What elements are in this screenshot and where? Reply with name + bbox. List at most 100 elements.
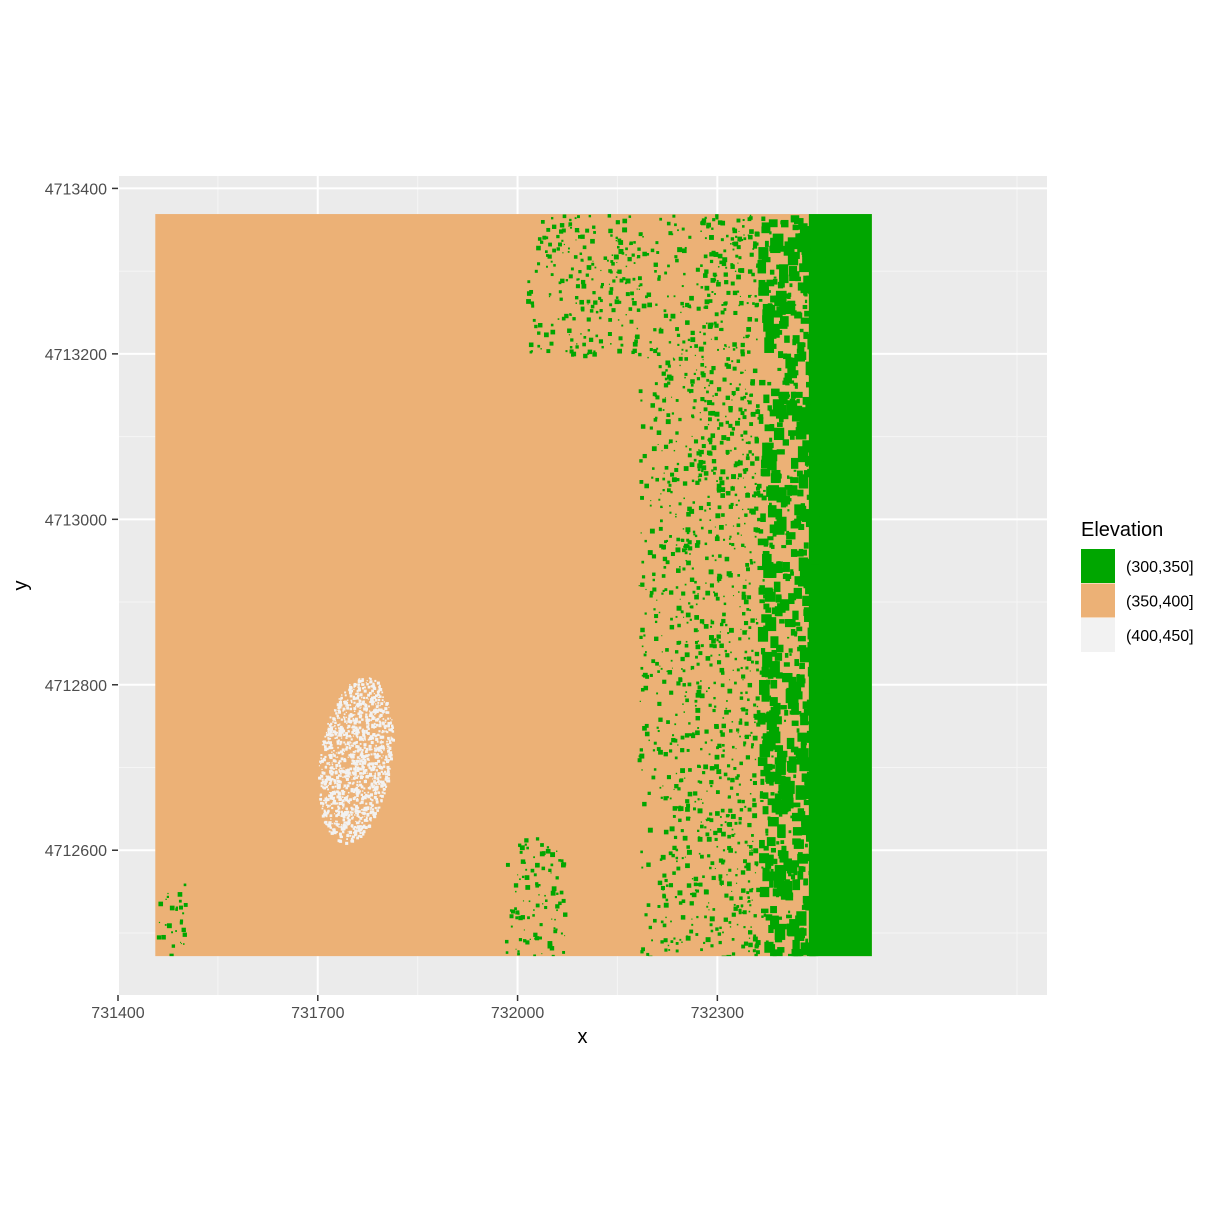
raster-cell	[646, 862, 651, 867]
raster-cell	[785, 578, 790, 582]
raster-cell	[689, 816, 691, 819]
raster-cell	[337, 807, 341, 810]
raster-cell	[736, 868, 739, 870]
raster-cell	[705, 590, 711, 596]
raster-cell	[352, 761, 356, 765]
raster-cell	[816, 526, 827, 534]
raster-cell	[388, 738, 390, 741]
raster-cell	[361, 749, 364, 752]
raster-cell	[368, 705, 371, 708]
raster-cell	[740, 707, 742, 710]
raster-cell	[813, 274, 823, 282]
raster-cell	[720, 732, 725, 737]
raster-cell	[681, 941, 683, 943]
raster-cell	[358, 680, 361, 682]
raster-cell	[533, 932, 538, 937]
raster-cell	[776, 561, 783, 570]
raster-cell	[800, 282, 810, 294]
raster-cell	[327, 777, 331, 781]
raster-cell	[765, 828, 769, 834]
raster-cell	[818, 764, 826, 774]
raster-cell	[714, 293, 716, 295]
raster-cell	[530, 868, 535, 873]
raster-cell	[331, 734, 334, 737]
raster-cell	[717, 827, 723, 833]
raster-cell	[385, 772, 389, 776]
raster-cell	[731, 399, 733, 401]
raster-cell	[736, 463, 739, 466]
raster-cell	[347, 756, 349, 758]
raster-cell	[664, 271, 668, 275]
raster-cell	[816, 896, 826, 904]
raster-cell	[618, 300, 622, 304]
raster-cell	[378, 685, 381, 689]
raster-cell	[342, 770, 346, 774]
raster-cell	[357, 687, 361, 691]
raster-cell	[657, 701, 662, 706]
raster-cell	[379, 764, 381, 766]
raster-cell	[690, 668, 692, 671]
raster-cell	[776, 264, 780, 270]
raster-cell	[685, 816, 691, 821]
raster-cell	[537, 344, 541, 348]
raster-cell	[694, 699, 698, 703]
raster-cell	[694, 800, 697, 803]
raster-cell	[721, 618, 726, 624]
raster-cell	[732, 290, 738, 296]
raster-cell	[738, 783, 741, 786]
raster-cell	[357, 731, 360, 734]
raster-cell	[638, 288, 641, 290]
raster-cell	[328, 762, 331, 764]
raster-cell	[824, 237, 831, 244]
raster-cell	[362, 811, 366, 815]
raster-cell	[723, 348, 725, 350]
raster-cell	[586, 265, 592, 270]
raster-cell	[717, 932, 722, 936]
raster-cell	[370, 719, 373, 722]
raster-cell	[364, 760, 367, 763]
raster-cell	[658, 749, 663, 755]
raster-cell	[773, 581, 781, 592]
raster-cell	[616, 271, 618, 274]
raster-cell	[371, 702, 374, 706]
raster-cell	[790, 874, 796, 880]
raster-cell	[773, 858, 778, 865]
raster-cell	[639, 459, 643, 463]
raster-cell	[322, 786, 325, 789]
raster-cell	[625, 314, 627, 316]
raster-cell	[792, 827, 803, 836]
raster-cell	[350, 762, 353, 765]
raster-cell	[742, 679, 744, 681]
raster-cell	[542, 903, 544, 905]
raster-cell	[732, 669, 734, 671]
raster-cell	[380, 747, 382, 750]
raster-cell	[776, 422, 783, 427]
raster-cell	[388, 746, 392, 750]
raster-cell	[533, 909, 535, 911]
raster-cell	[784, 293, 791, 299]
raster-cell	[354, 769, 357, 772]
raster-cell	[323, 799, 325, 802]
raster-cell	[711, 227, 714, 230]
raster-cell	[360, 827, 364, 830]
raster-cell	[685, 445, 688, 448]
raster-cell	[734, 833, 736, 835]
raster-cell	[387, 724, 390, 728]
raster-cell	[732, 366, 737, 371]
raster-cell	[383, 792, 386, 795]
raster-cell	[814, 592, 817, 596]
raster-cell	[547, 349, 550, 352]
raster-cell	[378, 720, 381, 723]
raster-cell	[339, 727, 342, 731]
raster-cell	[532, 318, 536, 322]
raster-cell	[333, 813, 336, 815]
raster-cell	[372, 765, 375, 769]
raster-cell	[320, 775, 324, 778]
raster-cell	[721, 754, 725, 758]
raster-cell	[695, 644, 701, 650]
raster-cell	[709, 766, 715, 771]
raster-cell	[750, 381, 755, 386]
raster-cell	[699, 518, 702, 522]
raster-cell	[535, 883, 539, 888]
raster-cell	[662, 923, 667, 928]
